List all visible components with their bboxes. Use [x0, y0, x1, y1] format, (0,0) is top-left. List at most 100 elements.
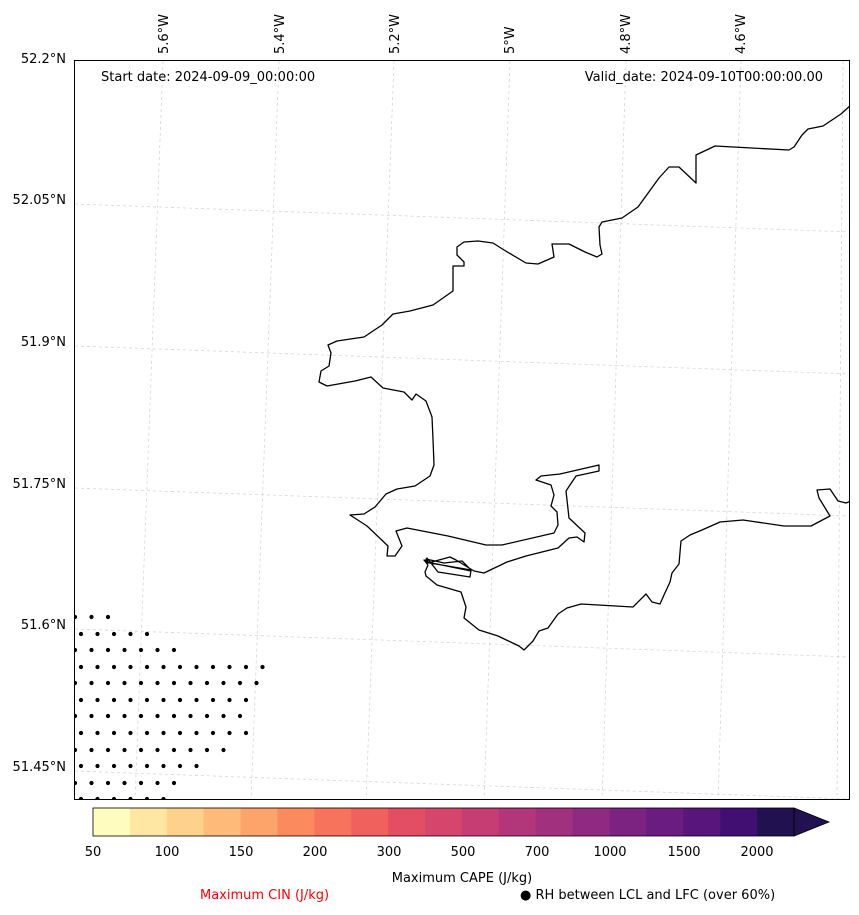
rh-dot — [221, 747, 226, 753]
rh-dot — [95, 631, 100, 637]
rh-dot — [243, 730, 249, 736]
colorbar-cell — [425, 808, 463, 836]
rh-dot — [194, 697, 199, 703]
rh-dot — [89, 780, 94, 786]
rh-dot — [227, 697, 232, 703]
colorbar-cell — [240, 808, 278, 836]
rh-dot — [105, 680, 111, 686]
colorbar-cell — [93, 808, 131, 836]
colorbar-cell — [535, 808, 574, 836]
rh-dot — [188, 747, 193, 753]
rh-dot — [89, 747, 94, 753]
lat-label-52-05n: 52.05°N — [12, 193, 66, 208]
rh-dot — [204, 747, 210, 753]
rh-dot — [89, 713, 94, 719]
rh-dot — [204, 713, 210, 719]
rh-dot — [111, 763, 117, 769]
cbar-tick-1500: 1500 — [667, 845, 701, 860]
rh-dot — [122, 780, 127, 786]
rh-dot — [243, 697, 249, 703]
rh-dot — [144, 664, 150, 670]
lat-label-51-9n: 51.9°N — [20, 335, 66, 350]
lat-label-51-45n: 51.45°N — [12, 760, 66, 775]
rh-dot — [243, 664, 249, 670]
gridlines — [75, 61, 849, 799]
rh-dot — [128, 763, 133, 769]
rh-dot — [105, 747, 111, 753]
rh-dot — [210, 697, 216, 703]
rh-dot — [144, 763, 150, 769]
rh-legend-label: ● RH between LCL and LFC (over 60%) — [520, 888, 776, 903]
rh-dot — [161, 697, 166, 703]
colorbar-title: Maximum CAPE (J/kg) — [391, 871, 533, 886]
rh-dot — [144, 697, 150, 703]
colorbar-cell — [683, 808, 721, 836]
colorbar-cell — [351, 808, 389, 836]
rh-dot — [138, 747, 144, 753]
rh-dot — [194, 730, 199, 736]
rh-dot — [95, 796, 100, 799]
rh-dot — [171, 680, 177, 686]
rh-dot — [89, 614, 94, 620]
rh-dot — [89, 647, 94, 653]
rh-dot — [237, 713, 243, 719]
rh-dot — [122, 680, 127, 686]
colorbar-cell — [388, 808, 426, 836]
rh-dot — [161, 664, 166, 670]
rh-dot — [161, 730, 166, 736]
rh-dot — [194, 763, 199, 769]
rh-dot — [138, 713, 144, 719]
rh-dot — [138, 780, 144, 786]
colorbar-cell — [203, 808, 242, 836]
map-canvas — [75, 61, 849, 799]
rh-dot — [260, 664, 265, 670]
lat-label-51-75n: 51.75°N — [12, 477, 66, 492]
rh-dot — [177, 730, 183, 736]
rh-dot — [75, 713, 78, 719]
lon-label-4-6w: 4.6°W — [734, 13, 749, 54]
coastline-north — [318, 105, 849, 578]
rh-dot — [78, 796, 84, 799]
rh-dot — [128, 664, 133, 670]
rh-dot — [155, 747, 160, 753]
colorbar-cell — [498, 808, 537, 836]
rh-dot — [111, 631, 117, 637]
rh-dot — [105, 614, 111, 620]
rh-dot — [111, 664, 117, 670]
lon-label-5-4w: 5.4°W — [273, 13, 288, 54]
rh-dot — [221, 680, 226, 686]
lon-label-5-2w: 5.2°W — [388, 13, 403, 54]
rh-dot — [122, 647, 127, 653]
rh-dot — [122, 713, 127, 719]
rh-dot — [75, 614, 78, 620]
cbar-tick-500: 500 — [450, 845, 476, 860]
rh-stipple-dots — [75, 614, 265, 799]
rh-dot — [171, 780, 177, 786]
rh-dot — [155, 780, 160, 786]
rh-dot — [144, 631, 150, 637]
cbar-tick-1000: 1000 — [593, 845, 627, 860]
rh-dot — [105, 780, 111, 786]
rh-dot — [75, 680, 78, 686]
rh-dot — [111, 730, 117, 736]
colorbar-cell — [166, 808, 205, 836]
rh-dot — [155, 680, 160, 686]
cbar-tick-150: 150 — [228, 845, 254, 860]
rh-dot — [161, 763, 166, 769]
lon-label-5w: 5°W — [503, 26, 518, 54]
rh-dot — [95, 730, 100, 736]
rh-dot — [221, 713, 226, 719]
rh-dot — [144, 796, 150, 799]
rh-dot — [105, 713, 111, 719]
start-date-label: Start date: 2024-09-09_00:00:00 — [101, 70, 316, 85]
rh-dot — [75, 747, 78, 753]
lon-label-5-6w: 5.6°W — [157, 13, 172, 54]
rh-dot — [78, 631, 84, 637]
colorbar-cell — [646, 808, 684, 836]
rh-dot — [204, 680, 210, 686]
colorbar-cell — [757, 808, 795, 836]
map-panel — [74, 60, 850, 800]
rh-dot — [171, 747, 177, 753]
colorbar-outline — [92, 807, 795, 837]
rh-dot — [78, 763, 84, 769]
